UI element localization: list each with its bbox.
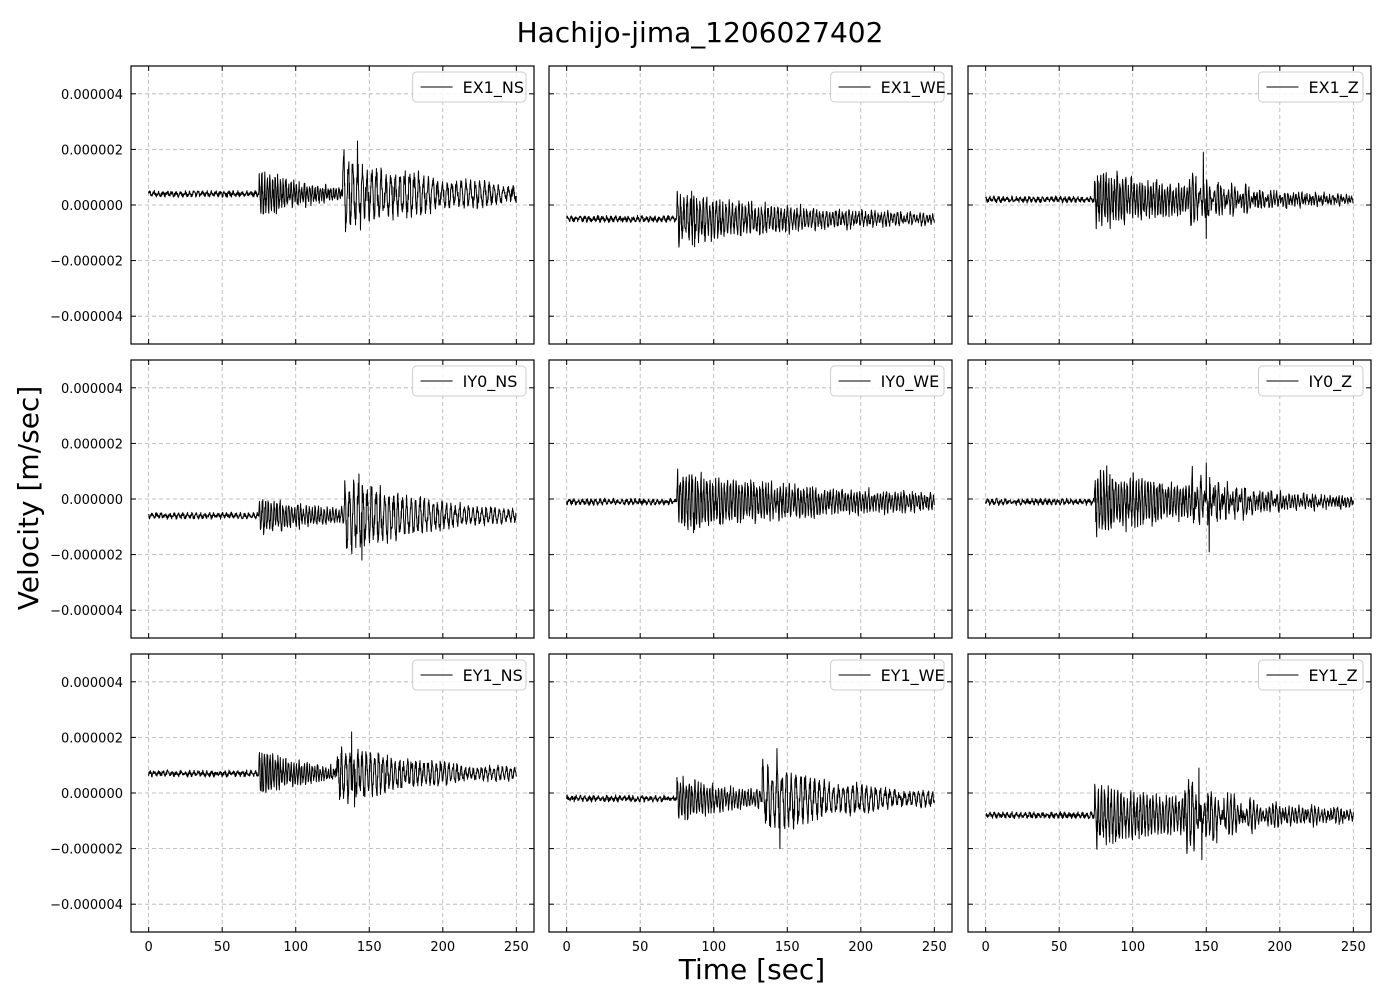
x-tick-label: 250 — [1341, 940, 1366, 955]
panel-iy0-ns: 0.000004 0.000002 0.000000 −0.000002 −0.0000… — [50, 359, 535, 639]
y-tick-label: 0.000002 — [61, 731, 123, 746]
x-tick-label: 0 — [563, 940, 571, 955]
panel-ey1-z: 0 50 100 150 200 250 EY1_Z — [967, 653, 1372, 955]
legend-frame — [1258, 365, 1364, 397]
x-tick-label: 100 — [283, 940, 308, 955]
x-tick-label: 50 — [214, 940, 231, 955]
y-tick-label: 0.000000 — [61, 493, 123, 508]
legend-frame — [830, 659, 945, 691]
y-tick-label: 0.000004 — [61, 88, 123, 103]
y-tick-label: 0.000000 — [61, 199, 123, 214]
legend-frame — [830, 71, 945, 103]
axes-frame — [130, 653, 535, 933]
panel-ey1-ns: 0.000004 0.000002 0.000000 −0.000002 −0.0000… — [50, 653, 535, 955]
x-tick-label: 50 — [632, 940, 649, 955]
legend: EY1_NS — [412, 659, 527, 691]
legend: EX1_WE — [830, 71, 946, 103]
y-tick-label: −0.000004 — [50, 310, 123, 325]
legend: IY0_WE — [830, 365, 945, 397]
x-tick-label: 0 — [145, 940, 153, 955]
x-tick-label: 250 — [504, 940, 529, 955]
x-tick-label: 150 — [357, 940, 382, 955]
series-ex1-we — [566, 190, 935, 248]
axes-frame — [967, 653, 1372, 933]
x-tick-label: 150 — [1194, 940, 1219, 955]
x-tick-label: 50 — [1051, 940, 1068, 955]
series-iy0-we — [566, 468, 935, 534]
x-tick-label: 200 — [1267, 940, 1292, 955]
series-ex1-z — [985, 151, 1354, 239]
figure-title: Hachijo-jima_1206027402 — [517, 16, 884, 49]
series-ex1-ns — [148, 140, 517, 233]
panel-grid: 0.000004 0.000002 0.000000 −0.000002 −0.0000… — [50, 65, 1372, 955]
x-tick-label: 250 — [922, 940, 947, 955]
legend-frame — [412, 659, 527, 691]
legend-frame — [1258, 71, 1364, 103]
series-iy0-z — [985, 462, 1354, 553]
y-tick-label: −0.000002 — [50, 255, 123, 270]
legend-label: IY0_Z — [1309, 372, 1353, 392]
axes-frame — [130, 359, 535, 639]
legend-frame — [412, 365, 527, 397]
panel-iy0-we: IY0_WE — [548, 359, 953, 639]
legend: EX1_NS — [412, 71, 527, 103]
y-tick-label: 0.000004 — [61, 382, 123, 397]
x-tick-label: 100 — [701, 940, 726, 955]
series-ey1-we — [566, 748, 935, 850]
y-tick-label: 0.000000 — [61, 787, 123, 802]
legend-label: EY1_WE — [881, 666, 945, 686]
legend: EY1_WE — [830, 659, 945, 691]
y-tick-label: −0.000004 — [50, 898, 123, 913]
x-tick-label: 0 — [982, 940, 990, 955]
legend: IY0_Z — [1258, 365, 1364, 397]
y-axis-label: Velocity [m/sec] — [12, 386, 45, 611]
y-tick-label: 0.000002 — [61, 437, 123, 452]
y-tick-label: −0.000002 — [50, 549, 123, 564]
series-iy0-ns — [148, 473, 517, 561]
y-tick-label: −0.000004 — [50, 604, 123, 619]
y-tick-label: 0.000002 — [61, 143, 123, 158]
x-tick-label: 200 — [430, 940, 455, 955]
legend-label: EX1_WE — [881, 78, 946, 98]
legend-label: EX1_NS — [463, 78, 524, 98]
series-ey1-ns — [148, 731, 517, 808]
x-tick-label: 150 — [775, 940, 800, 955]
legend: IY0_NS — [412, 365, 527, 397]
legend-frame — [830, 365, 945, 397]
y-tick-label: −0.000002 — [50, 843, 123, 858]
legend-label: EY1_Z — [1309, 666, 1358, 686]
x-axis-label: Time [sec] — [678, 953, 825, 986]
panel-ex1-ns: 0.000004 0.000002 0.000000 −0.000002 −0.0000… — [50, 65, 535, 345]
series-ey1-z — [985, 767, 1354, 861]
panel-iy0-z: IY0_Z — [967, 359, 1372, 639]
panel-ey1-we: 0 50 100 150 200 250 EY1_WE — [548, 653, 953, 955]
legend-label: IY0_WE — [881, 372, 940, 392]
legend-frame — [412, 71, 527, 103]
panel-ex1-z: EX1_Z — [967, 65, 1372, 345]
x-tick-label: 100 — [1120, 940, 1145, 955]
legend: EX1_Z — [1258, 71, 1364, 103]
y-tick-label: 0.000004 — [61, 676, 123, 691]
legend-label: EX1_Z — [1309, 78, 1359, 98]
legend-label: IY0_NS — [463, 372, 518, 392]
panel-ex1-we: EX1_WE — [548, 65, 953, 345]
x-tick-label: 200 — [848, 940, 873, 955]
axes-frame — [548, 65, 953, 345]
legend: EY1_Z — [1258, 659, 1364, 691]
legend-label: EY1_NS — [463, 666, 523, 686]
legend-frame — [1258, 659, 1364, 691]
